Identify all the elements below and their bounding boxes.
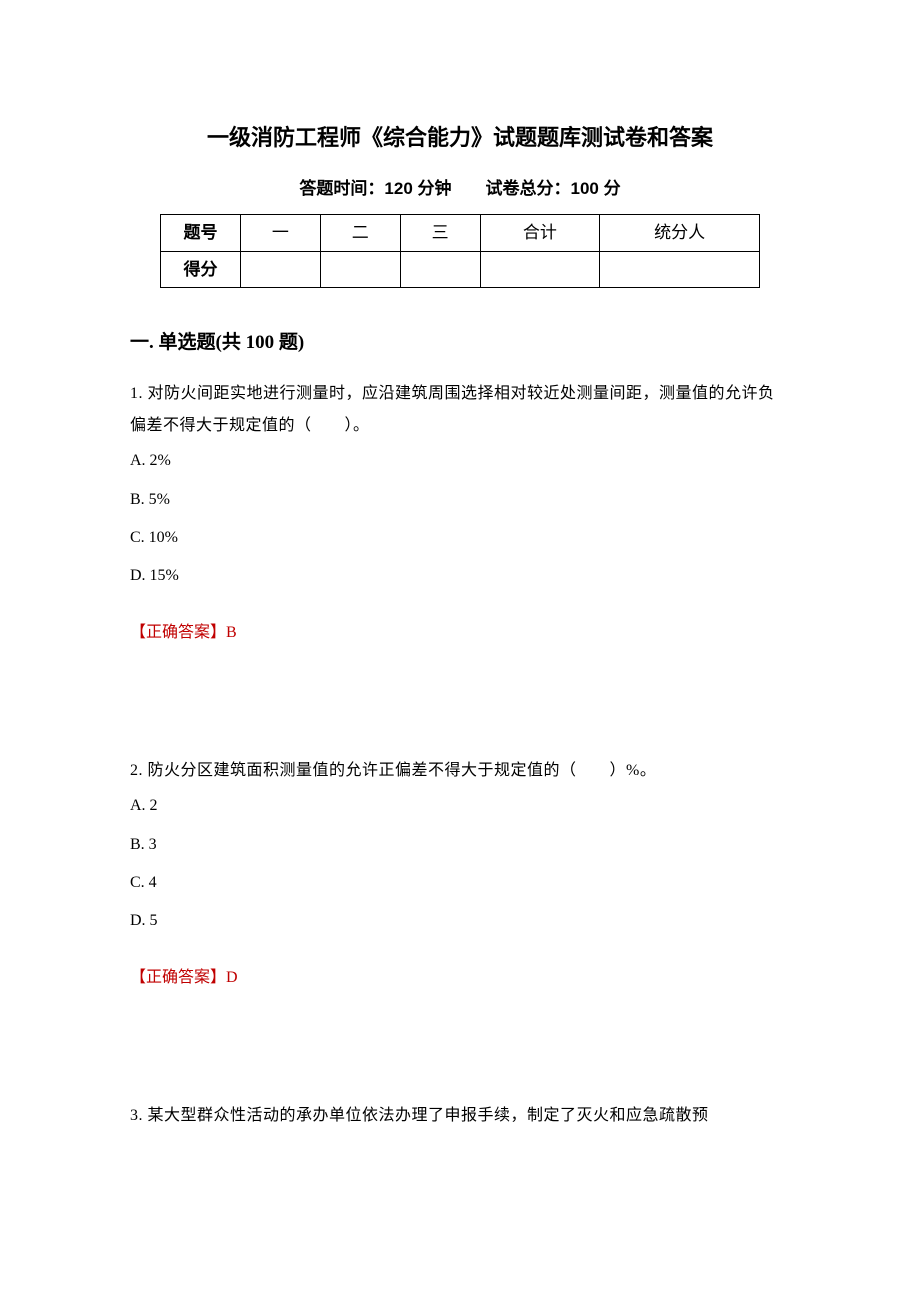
table-cell: 一 <box>241 215 321 251</box>
score-table: 题号 一 二 三 合计 统分人 得分 <box>160 214 760 287</box>
option-d: D. 15% <box>130 557 790 595</box>
question-3: 3. 某大型群众性活动的承办单位依法办理了申报手续，制定了灭火和应急疏散预 <box>130 1100 790 1132</box>
option-a: A. 2 <box>130 787 790 825</box>
answer-value: D <box>226 969 238 986</box>
answer-label: 【正确答案】 <box>130 624 226 641</box>
table-row: 题号 一 二 三 合计 统分人 <box>161 215 760 251</box>
table-cell <box>400 251 480 287</box>
question-text: 1. 对防火间距实地进行测量时，应沿建筑周围选择相对较近处测量间距，测量值的允许… <box>130 378 790 442</box>
answer-label: 【正确答案】 <box>130 969 226 986</box>
table-cell: 题号 <box>161 215 241 251</box>
table-cell: 合计 <box>480 215 600 251</box>
option-c: C. 10% <box>130 519 790 557</box>
page-title: 一级消防工程师《综合能力》试题题库测试卷和答案 <box>130 120 790 155</box>
answer-value: B <box>226 624 237 641</box>
table-cell: 二 <box>320 215 400 251</box>
table-cell: 统分人 <box>600 215 760 251</box>
table-row: 得分 <box>161 251 760 287</box>
table-cell: 三 <box>400 215 480 251</box>
section-heading: 一. 单选题(共 100 题) <box>130 328 790 358</box>
option-b: B. 5% <box>130 481 790 519</box>
option-c: C. 4 <box>130 864 790 902</box>
table-cell: 得分 <box>161 251 241 287</box>
question-2: 2. 防火分区建筑面积测量值的允许正偏差不得大于规定值的（ ）%。 A. 2 B… <box>130 755 790 990</box>
question-1: 1. 对防火间距实地进行测量时，应沿建筑周围选择相对较近处测量间距，测量值的允许… <box>130 378 790 645</box>
answer-block: 【正确答案】B <box>130 620 790 646</box>
table-cell <box>241 251 321 287</box>
option-b: B. 3 <box>130 826 790 864</box>
option-d: D. 5 <box>130 902 790 940</box>
table-cell <box>480 251 600 287</box>
answer-block: 【正确答案】D <box>130 965 790 991</box>
table-cell <box>600 251 760 287</box>
option-a: A. 2% <box>130 442 790 480</box>
question-text: 2. 防火分区建筑面积测量值的允许正偏差不得大于规定值的（ ）%。 <box>130 755 790 787</box>
subtitle: 答题时间：120 分钟 试卷总分：100 分 <box>130 175 790 202</box>
table-cell <box>320 251 400 287</box>
